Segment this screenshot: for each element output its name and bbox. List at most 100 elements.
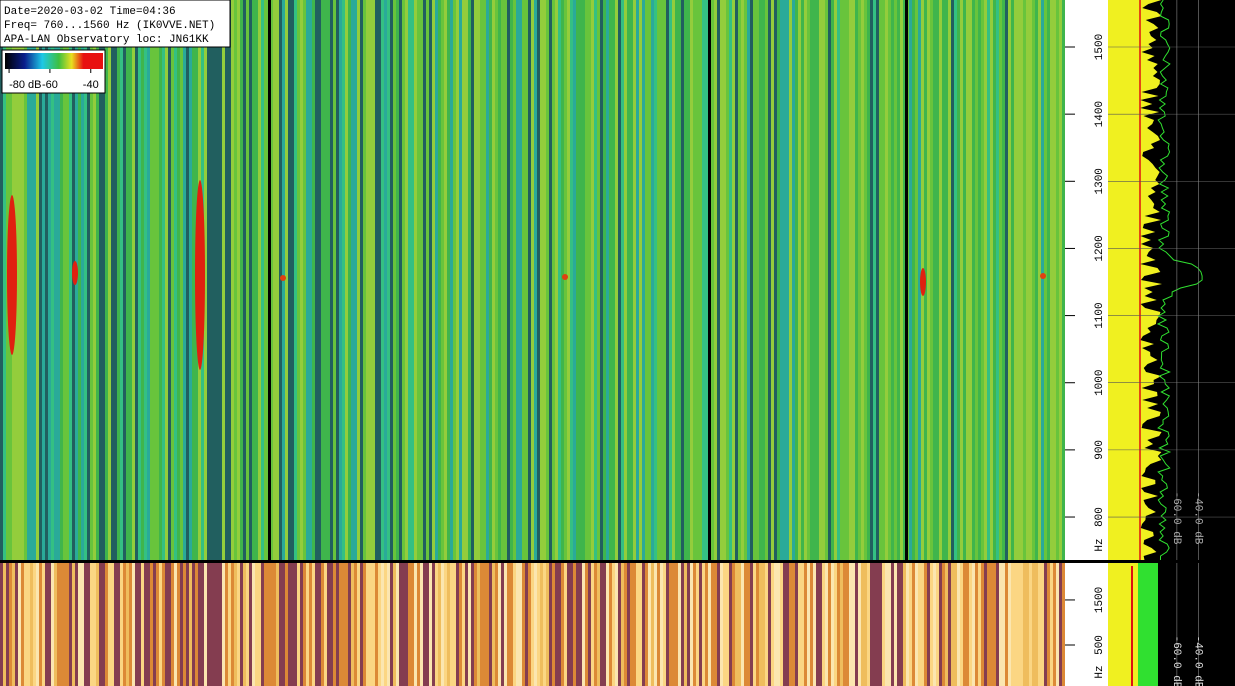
texture xyxy=(684,563,687,686)
texture xyxy=(339,563,342,686)
texture xyxy=(225,563,228,686)
texture xyxy=(777,563,780,686)
texture xyxy=(831,0,834,560)
texture xyxy=(981,563,984,686)
texture xyxy=(780,563,783,686)
colorbar-label: -60 xyxy=(42,79,58,91)
texture xyxy=(795,563,798,686)
texture xyxy=(333,563,336,686)
texture xyxy=(357,0,360,560)
texture xyxy=(699,0,702,560)
texture xyxy=(1032,563,1035,686)
texture xyxy=(1041,563,1044,686)
texture xyxy=(570,563,573,686)
texture xyxy=(327,0,330,560)
dark-line xyxy=(268,0,271,686)
texture xyxy=(0,563,3,686)
texture xyxy=(816,563,819,686)
texture xyxy=(699,563,702,686)
y-tick-label: 1100 xyxy=(1094,302,1106,328)
texture xyxy=(918,0,921,560)
y-axis-label: Hz xyxy=(1094,538,1106,551)
texture xyxy=(402,0,405,560)
texture xyxy=(507,563,510,686)
texture xyxy=(876,0,879,560)
texture xyxy=(855,563,858,686)
texture xyxy=(480,0,483,560)
texture xyxy=(222,563,225,686)
texture xyxy=(465,563,468,686)
texture xyxy=(192,563,195,686)
texture xyxy=(288,0,291,560)
texture xyxy=(186,0,189,560)
texture xyxy=(627,563,630,686)
texture xyxy=(1005,0,1008,560)
texture xyxy=(474,0,477,560)
texture xyxy=(840,0,843,560)
texture xyxy=(348,0,351,560)
texture xyxy=(108,563,111,686)
texture xyxy=(243,0,246,560)
texture xyxy=(63,0,66,560)
texture xyxy=(273,0,276,560)
texture xyxy=(405,563,408,686)
texture xyxy=(363,563,366,686)
texture xyxy=(1038,563,1041,686)
texture xyxy=(1050,0,1053,560)
texture xyxy=(990,563,993,686)
texture xyxy=(69,563,72,686)
texture xyxy=(552,0,555,560)
texture xyxy=(672,563,675,686)
texture xyxy=(33,563,36,686)
texture xyxy=(408,0,411,560)
texture xyxy=(513,0,516,560)
texture xyxy=(339,0,342,560)
texture xyxy=(399,0,402,560)
texture xyxy=(825,0,828,560)
texture xyxy=(963,563,966,686)
texture xyxy=(711,0,714,560)
texture xyxy=(195,563,198,686)
texture xyxy=(546,0,549,560)
texture xyxy=(252,563,255,686)
texture xyxy=(24,0,27,560)
texture xyxy=(828,563,831,686)
texture xyxy=(654,0,657,560)
texture xyxy=(621,0,624,560)
texture xyxy=(807,563,810,686)
texture xyxy=(936,0,939,560)
texture xyxy=(681,563,684,686)
noise-band xyxy=(1138,563,1158,686)
texture xyxy=(306,0,309,560)
texture xyxy=(189,563,192,686)
texture xyxy=(615,563,618,686)
texture xyxy=(735,0,738,560)
texture xyxy=(732,0,735,560)
texture xyxy=(162,563,165,686)
texture xyxy=(882,0,885,560)
texture xyxy=(282,563,285,686)
texture xyxy=(945,0,948,560)
texture xyxy=(897,0,900,560)
texture xyxy=(198,563,201,686)
waterfall xyxy=(0,0,1065,686)
texture xyxy=(354,0,357,560)
texture xyxy=(51,0,54,560)
texture xyxy=(276,563,279,686)
echo xyxy=(72,261,78,285)
texture xyxy=(228,563,231,686)
texture xyxy=(396,563,399,686)
texture xyxy=(780,0,783,560)
texture xyxy=(210,0,213,560)
texture xyxy=(537,0,540,560)
texture xyxy=(867,0,870,560)
texture xyxy=(750,563,753,686)
texture xyxy=(771,0,774,560)
y-tick-label: 800 xyxy=(1094,507,1106,527)
texture xyxy=(762,563,765,686)
texture xyxy=(795,0,798,560)
texture xyxy=(264,0,267,560)
texture xyxy=(786,563,789,686)
texture xyxy=(702,0,705,560)
texture xyxy=(1029,563,1032,686)
